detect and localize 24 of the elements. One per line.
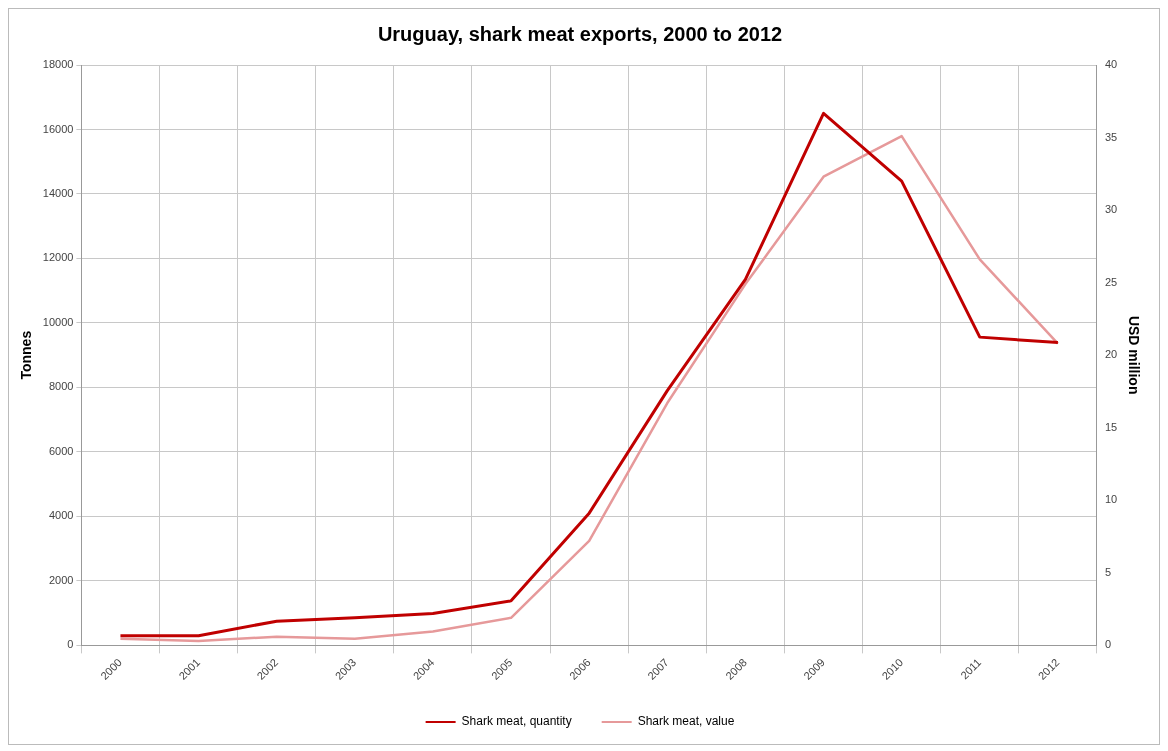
y-tick-label: 2000 (48, 573, 74, 586)
y2-tick-label: 40 (1104, 58, 1118, 71)
legend-label: Shark meat, quantity (461, 714, 572, 729)
y2-tick-label: 15 (1104, 420, 1118, 433)
y-tick-label: 16000 (42, 122, 74, 135)
y2-tick-label: 10 (1104, 493, 1118, 506)
y-tick-label: 14000 (42, 187, 74, 199)
chart-title: Uruguay, shark meat exports, 2000 to 2012 (377, 22, 783, 45)
y-tick-label: 4000 (48, 509, 74, 522)
y-tick-label: 12000 (42, 251, 74, 264)
legend-label: Shark meat, value (637, 714, 735, 729)
y2-tick-label: 35 (1104, 130, 1118, 143)
y2-tick-label: 0 (1104, 638, 1112, 651)
y-tick-label: 8000 (48, 380, 74, 393)
y-tick-label: 6000 (48, 444, 74, 457)
y2-tick-label: 25 (1104, 275, 1118, 288)
y2-tick-label: 30 (1104, 203, 1118, 216)
y2-tick-label: 20 (1104, 348, 1118, 361)
y-tick-label: 0 (67, 638, 74, 651)
y-axis-title: Tonnes (18, 330, 35, 380)
y-tick-label: 10000 (42, 315, 74, 328)
y2-tick-label: 5 (1104, 565, 1112, 578)
y-tick-label: 18000 (42, 58, 74, 71)
y2-axis-title: USD million (1125, 315, 1142, 395)
